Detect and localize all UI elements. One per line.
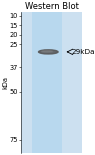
Ellipse shape <box>38 50 58 54</box>
Y-axis label: kDa: kDa <box>2 76 8 89</box>
Ellipse shape <box>42 51 52 52</box>
Text: 29kDa: 29kDa <box>72 49 95 55</box>
Text: Western Blot: Western Blot <box>25 2 79 11</box>
